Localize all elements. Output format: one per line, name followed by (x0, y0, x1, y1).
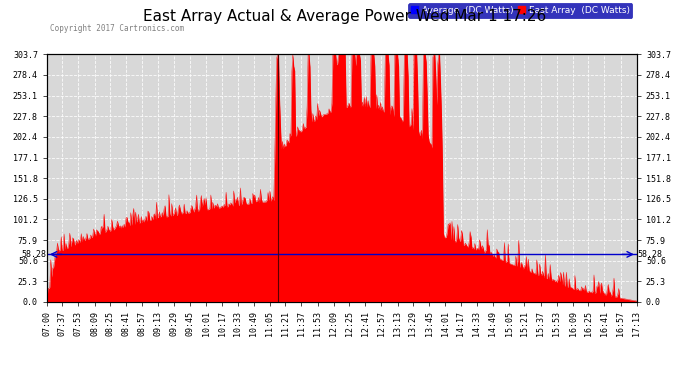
Text: 58.28: 58.28 (21, 250, 46, 259)
Text: East Array Actual & Average Power Wed Mar 1 17:26: East Array Actual & Average Power Wed Ma… (144, 9, 546, 24)
Text: 58.28: 58.28 (638, 250, 662, 259)
Text: Copyright 2017 Cartronics.com: Copyright 2017 Cartronics.com (50, 24, 184, 33)
Legend: Average  (DC Watts), East Array  (DC Watts): Average (DC Watts), East Array (DC Watts… (408, 3, 632, 18)
